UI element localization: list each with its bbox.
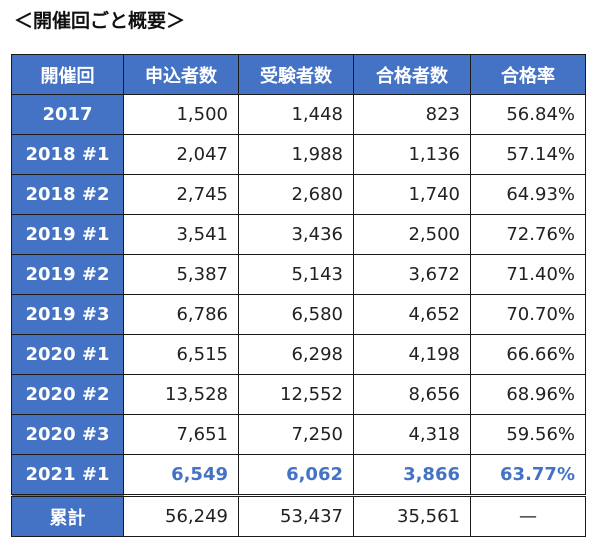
applicants-cell: 1,500 (123, 94, 239, 135)
session-cell: 2021 #1 (11, 454, 124, 496)
table-row: 2019 #3 6,786 6,580 4,652 70.70% (11, 294, 586, 335)
pass-rate-cell: 64.93% (470, 174, 586, 215)
passers-cell: 8,656 (353, 374, 471, 415)
exam-summary-table: 開催回 申込者数 受験者数 合格者数 合格率 2017 1,500 1,448 … (11, 54, 586, 537)
pass-rate-cell: 72.76% (470, 214, 586, 255)
table-row-total: 累計 56,249 53,437 35,561 — (11, 494, 586, 537)
applicants-cell: 6,515 (123, 334, 239, 375)
session-cell: 2019 #3 (11, 294, 124, 335)
session-cell: 2018 #1 (11, 134, 124, 175)
table-row: 2019 #2 5,387 5,143 3,672 71.40% (11, 254, 586, 295)
passers-cell: 823 (353, 94, 471, 135)
applicants-cell: 6,786 (123, 294, 239, 335)
passers-cell: 4,318 (353, 414, 471, 455)
pass-rate-cell: 57.14% (470, 134, 586, 175)
page-title: ＜開催回ごと概要＞ (14, 10, 186, 32)
total-passers-cell: 35,561 (353, 494, 471, 537)
applicants-cell: 2,047 (123, 134, 239, 175)
table-row: 2018 #1 2,047 1,988 1,136 57.14% (11, 134, 586, 175)
examinees-cell: 6,062 (238, 454, 354, 496)
table-row: 2018 #2 2,745 2,680 1,740 64.93% (11, 174, 586, 215)
passers-cell: 2,500 (353, 214, 471, 255)
session-cell: 2020 #3 (11, 414, 124, 455)
examinees-cell: 1,448 (238, 94, 354, 135)
passers-cell: 3,866 (353, 454, 471, 496)
header-passers: 合格者数 (353, 54, 471, 95)
session-cell: 2019 #1 (11, 214, 124, 255)
passers-cell: 4,652 (353, 294, 471, 335)
applicants-cell: 2,745 (123, 174, 239, 215)
examinees-cell: 12,552 (238, 374, 354, 415)
pass-rate-cell: 63.77% (470, 454, 586, 496)
passers-cell: 4,198 (353, 334, 471, 375)
session-cell: 2017 (11, 94, 124, 135)
total-label-cell: 累計 (11, 494, 124, 537)
session-cell: 2019 #2 (11, 254, 124, 295)
session-cell: 2020 #2 (11, 374, 124, 415)
table-row: 2020 #2 13,528 12,552 8,656 68.96% (11, 374, 586, 415)
applicants-cell: 5,387 (123, 254, 239, 295)
applicants-cell: 3,541 (123, 214, 239, 255)
examinees-cell: 7,250 (238, 414, 354, 455)
pass-rate-cell: 59.56% (470, 414, 586, 455)
passers-cell: 1,740 (353, 174, 471, 215)
pass-rate-cell: 71.40% (470, 254, 586, 295)
passers-cell: 1,136 (353, 134, 471, 175)
total-pass-rate-cell: — (470, 494, 586, 537)
pass-rate-cell: 56.84% (470, 94, 586, 135)
table-row: 2020 #1 6,515 6,298 4,198 66.66% (11, 334, 586, 375)
table-row: 2017 1,500 1,448 823 56.84% (11, 94, 586, 135)
table-row: 2020 #3 7,651 7,250 4,318 59.56% (11, 414, 586, 455)
table-header-row: 開催回 申込者数 受験者数 合格者数 合格率 (11, 54, 586, 95)
examinees-cell: 6,298 (238, 334, 354, 375)
pass-rate-cell: 68.96% (470, 374, 586, 415)
examinees-cell: 3,436 (238, 214, 354, 255)
examinees-cell: 1,988 (238, 134, 354, 175)
examinees-cell: 5,143 (238, 254, 354, 295)
applicants-cell: 13,528 (123, 374, 239, 415)
table-row: 2019 #1 3,541 3,436 2,500 72.76% (11, 214, 586, 255)
header-applicants: 申込者数 (123, 54, 239, 95)
header-pass-rate: 合格率 (470, 54, 586, 95)
session-cell: 2020 #1 (11, 334, 124, 375)
applicants-cell: 6,549 (123, 454, 239, 496)
applicants-cell: 7,651 (123, 414, 239, 455)
header-examinees: 受験者数 (238, 54, 354, 95)
session-cell: 2018 #2 (11, 174, 124, 215)
total-applicants-cell: 56,249 (123, 494, 239, 537)
table-row-latest: 2021 #1 6,549 6,062 3,866 63.77% (11, 454, 586, 496)
examinees-cell: 2,680 (238, 174, 354, 215)
examinees-cell: 6,580 (238, 294, 354, 335)
pass-rate-cell: 70.70% (470, 294, 586, 335)
pass-rate-cell: 66.66% (470, 334, 586, 375)
header-session: 開催回 (11, 54, 124, 95)
passers-cell: 3,672 (353, 254, 471, 295)
total-examinees-cell: 53,437 (238, 494, 354, 537)
